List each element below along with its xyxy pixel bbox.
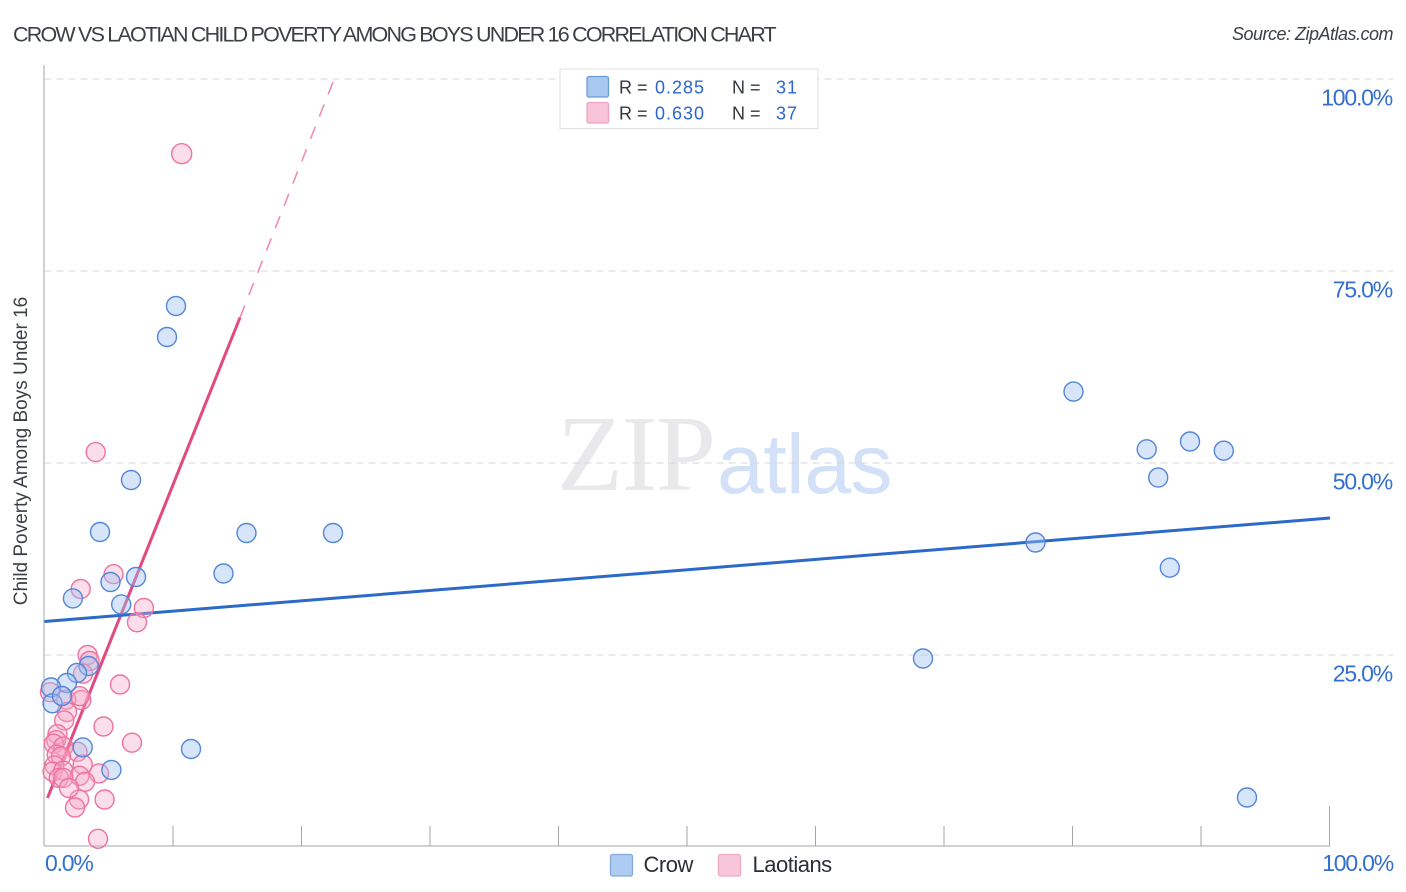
svg-text:75.0%: 75.0% bbox=[1333, 277, 1393, 303]
svg-text:N =: N = bbox=[732, 104, 761, 124]
svg-text:Source: ZipAtlas.com: Source: ZipAtlas.com bbox=[1232, 24, 1394, 44]
svg-text:100.0%: 100.0% bbox=[1321, 85, 1393, 111]
svg-text:R =: R = bbox=[619, 104, 648, 124]
svg-text:ZIP: ZIP bbox=[557, 395, 715, 514]
svg-text:Laotians: Laotians bbox=[753, 852, 833, 877]
svg-text:31: 31 bbox=[776, 78, 798, 98]
svg-text:atlas: atlas bbox=[717, 417, 892, 511]
svg-text:0.630: 0.630 bbox=[655, 104, 705, 124]
svg-text:50.0%: 50.0% bbox=[1333, 469, 1393, 495]
svg-text:CROW VS LAOTIAN CHILD POVERTY: CROW VS LAOTIAN CHILD POVERTY AMONG BOYS… bbox=[13, 23, 777, 47]
svg-text:25.0%: 25.0% bbox=[1333, 661, 1393, 687]
svg-text:100.0%: 100.0% bbox=[1322, 850, 1394, 876]
svg-text:Crow: Crow bbox=[644, 852, 694, 877]
svg-text:0.285: 0.285 bbox=[655, 78, 705, 98]
svg-text:37: 37 bbox=[776, 104, 798, 124]
svg-text:0.0%: 0.0% bbox=[45, 850, 93, 876]
svg-text:Child Poverty Among Boys Under: Child Poverty Among Boys Under 16 bbox=[11, 297, 32, 605]
svg-text:R =: R = bbox=[619, 78, 648, 98]
svg-text:N =: N = bbox=[732, 78, 761, 98]
